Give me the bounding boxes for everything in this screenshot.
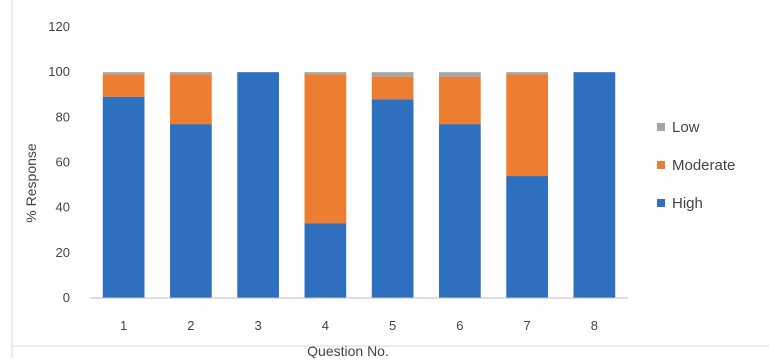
legend-swatch-moderate: [657, 161, 665, 169]
legend: Low Moderate High: [657, 119, 735, 212]
y-tick-label: 40: [56, 200, 70, 215]
bar-low-q1: [102, 72, 145, 75]
bar-high-q8: [573, 72, 616, 299]
bar-high-q4: [304, 223, 347, 298]
bar-moderate-q6: [439, 76, 481, 125]
bar-high-q1: [102, 97, 145, 298]
bar-moderate-q4: [304, 74, 347, 224]
y-axis-title: % Response: [23, 143, 39, 223]
bar-low-q5: [371, 72, 414, 77]
x-axis-title: Question No.: [307, 343, 389, 358]
y-tick-label: 100: [48, 64, 70, 79]
x-tick-label: 3: [255, 318, 262, 333]
legend-swatch-low: [657, 123, 665, 131]
x-axis: 1 2 3 4 5 6 7 8: [120, 318, 598, 333]
bar-high-q6: [439, 124, 481, 298]
x-tick-label: 6: [456, 318, 463, 333]
y-tick-label: 20: [56, 245, 70, 260]
bar-low-q2: [170, 72, 212, 75]
bar-moderate-q7: [506, 74, 548, 177]
bar-low-q6: [439, 72, 481, 77]
bar-high-q2: [170, 124, 212, 298]
bar-low-q7: [506, 72, 548, 75]
y-tick-label: 0: [63, 290, 70, 305]
legend-label-moderate: Moderate: [672, 157, 735, 174]
y-tick-label: 80: [56, 109, 70, 124]
bar-moderate-q2: [170, 74, 212, 125]
x-tick-label: 5: [389, 318, 396, 333]
y-tick-label: 60: [56, 155, 70, 170]
bar-high-q5: [371, 99, 414, 299]
bar-low-q4: [304, 72, 347, 75]
bar-moderate-q1: [102, 74, 145, 98]
x-tick-label: 2: [187, 318, 194, 333]
y-axis: 0 20 40 60 80 100 120: [48, 19, 70, 305]
bar-moderate-q5: [371, 76, 414, 100]
bar-high-q3: [237, 72, 279, 299]
legend-label-high: High: [672, 195, 703, 212]
x-tick-label: 7: [524, 318, 531, 333]
bar-high-q7: [506, 176, 548, 298]
x-tick-label: 4: [322, 318, 329, 333]
y-tick-label: 120: [48, 19, 70, 34]
bars-group: [102, 72, 616, 299]
legend-swatch-high: [657, 199, 665, 207]
x-tick-label: 8: [591, 318, 598, 333]
legend-label-low: Low: [672, 119, 700, 136]
x-tick-label: 1: [120, 318, 127, 333]
